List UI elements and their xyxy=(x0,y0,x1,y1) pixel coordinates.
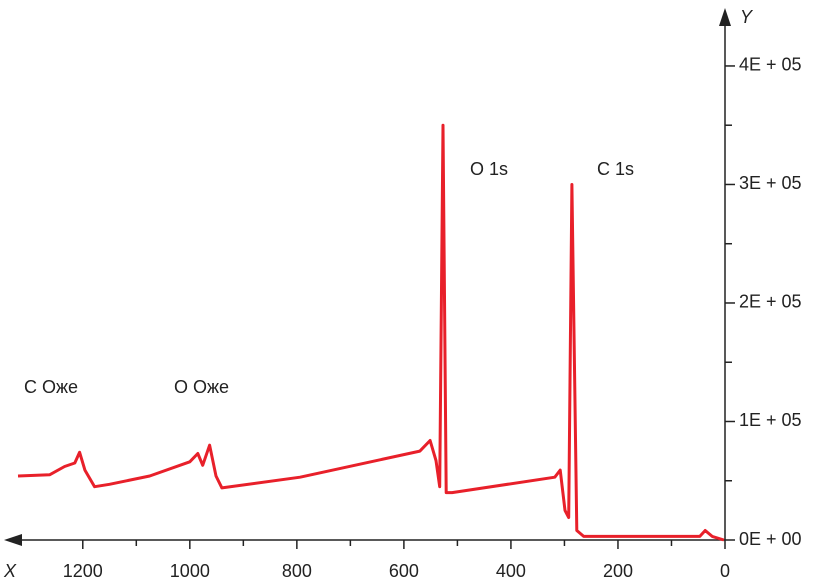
y-axis-arrow xyxy=(719,8,731,26)
annotation: C Оже xyxy=(24,377,78,397)
x-tick-label: 1000 xyxy=(170,561,210,581)
y-axis-label: Y xyxy=(740,7,754,27)
x-tick-label: 0 xyxy=(720,561,730,581)
y-tick-label: 4E + 05 xyxy=(739,55,802,75)
annotation: C 1s xyxy=(597,159,634,179)
spectrum-line xyxy=(17,123,725,542)
y-tick-label: 0E + 00 xyxy=(739,529,802,549)
x-tick-label: 400 xyxy=(496,561,526,581)
y-tick-label: 2E + 05 xyxy=(739,292,802,312)
y-tick-label: 3E + 05 xyxy=(739,173,802,193)
x-tick-label: 800 xyxy=(282,561,312,581)
y-tick-label: 1E + 05 xyxy=(739,410,802,430)
annotation: O Оже xyxy=(174,377,229,397)
x-axis-arrow xyxy=(4,534,22,546)
x-tick-label: 1200 xyxy=(63,561,103,581)
x-tick-label: 600 xyxy=(389,561,419,581)
x-tick-label: 200 xyxy=(603,561,633,581)
x-axis-label: X xyxy=(3,561,17,581)
annotation: O 1s xyxy=(470,159,508,179)
